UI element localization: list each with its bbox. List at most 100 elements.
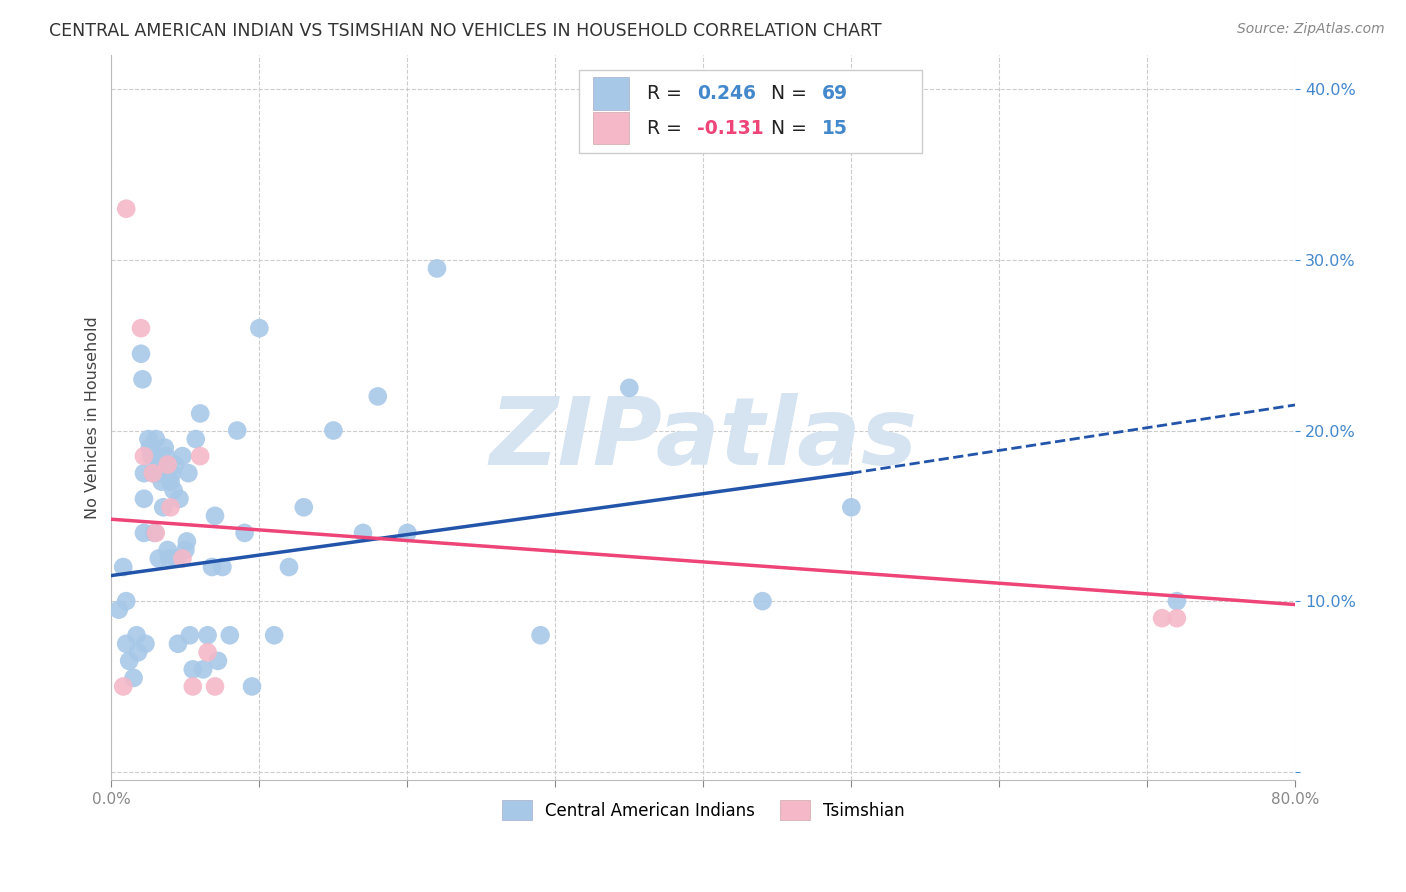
Point	[108, 602, 131, 616]
Text: -0.131: -0.131	[697, 119, 763, 137]
Point	[751, 594, 773, 608]
Point	[159, 475, 181, 489]
Point	[142, 466, 165, 480]
Point	[142, 466, 165, 480]
Point	[204, 680, 226, 694]
Text: 15: 15	[821, 119, 848, 137]
Point	[278, 560, 301, 574]
Point	[112, 560, 135, 574]
Point	[263, 628, 285, 642]
Point	[122, 671, 145, 685]
Point	[139, 441, 162, 455]
Point	[197, 645, 219, 659]
Point	[129, 347, 152, 361]
Point	[115, 594, 138, 608]
Point	[177, 466, 200, 480]
Text: ZIPatlas: ZIPatlas	[489, 393, 917, 485]
Point	[156, 543, 179, 558]
Point	[367, 389, 389, 403]
Point	[176, 534, 198, 549]
Point	[150, 475, 173, 489]
Point	[115, 637, 138, 651]
Point	[115, 202, 138, 216]
Point	[118, 654, 141, 668]
Point	[132, 466, 155, 480]
Point	[132, 491, 155, 506]
Text: 69: 69	[821, 84, 848, 103]
Point	[188, 407, 211, 421]
Point	[162, 483, 184, 498]
Point	[134, 637, 156, 651]
Point	[163, 458, 186, 472]
Point	[148, 551, 170, 566]
Point	[172, 551, 194, 566]
Text: N =: N =	[770, 84, 813, 103]
Text: R =: R =	[647, 84, 688, 103]
Point	[153, 441, 176, 455]
Point	[179, 628, 201, 642]
Point	[129, 321, 152, 335]
FancyBboxPatch shape	[593, 112, 628, 145]
Point	[207, 654, 229, 668]
Legend: Central American Indians, Tsimshian: Central American Indians, Tsimshian	[495, 794, 911, 826]
Text: 0.246: 0.246	[697, 84, 756, 103]
Point	[529, 628, 551, 642]
Point	[247, 321, 270, 335]
Point	[127, 645, 149, 659]
Point	[145, 449, 167, 463]
Point	[426, 261, 449, 276]
Point	[839, 500, 862, 515]
Point	[197, 628, 219, 642]
Point	[155, 449, 177, 463]
Point	[146, 466, 169, 480]
Point	[352, 525, 374, 540]
Point	[201, 560, 224, 574]
Point	[1152, 611, 1174, 625]
Point	[181, 662, 204, 676]
Point	[169, 491, 191, 506]
Point	[172, 449, 194, 463]
Point	[112, 680, 135, 694]
Point	[226, 424, 249, 438]
FancyBboxPatch shape	[579, 70, 922, 153]
Point	[1166, 611, 1188, 625]
Point	[191, 662, 214, 676]
Point	[240, 680, 263, 694]
Point	[145, 432, 167, 446]
Point	[188, 449, 211, 463]
Point	[292, 500, 315, 515]
Point	[132, 525, 155, 540]
Point	[159, 500, 181, 515]
Text: R =: R =	[647, 119, 688, 137]
Point	[167, 637, 190, 651]
Point	[396, 525, 419, 540]
Point	[138, 432, 160, 446]
Text: Source: ZipAtlas.com: Source: ZipAtlas.com	[1237, 22, 1385, 37]
Point	[166, 551, 188, 566]
Point	[619, 381, 641, 395]
Point	[125, 628, 148, 642]
Point	[160, 466, 183, 480]
Y-axis label: No Vehicles in Household: No Vehicles in Household	[86, 317, 100, 519]
Text: N =: N =	[770, 119, 813, 137]
Point	[141, 449, 163, 463]
FancyBboxPatch shape	[593, 77, 628, 110]
Point	[157, 551, 180, 566]
Point	[156, 458, 179, 472]
Point	[132, 449, 155, 463]
Point	[181, 680, 204, 694]
Point	[184, 432, 207, 446]
Text: CENTRAL AMERICAN INDIAN VS TSIMSHIAN NO VEHICLES IN HOUSEHOLD CORRELATION CHART: CENTRAL AMERICAN INDIAN VS TSIMSHIAN NO …	[49, 22, 882, 40]
Point	[152, 500, 174, 515]
Point	[131, 372, 153, 386]
Point	[149, 458, 172, 472]
Point	[322, 424, 344, 438]
Point	[218, 628, 240, 642]
Point	[211, 560, 233, 574]
Point	[143, 525, 166, 540]
Point	[174, 543, 197, 558]
Point	[233, 525, 256, 540]
Point	[1166, 594, 1188, 608]
Point	[145, 525, 167, 540]
Point	[204, 508, 226, 523]
